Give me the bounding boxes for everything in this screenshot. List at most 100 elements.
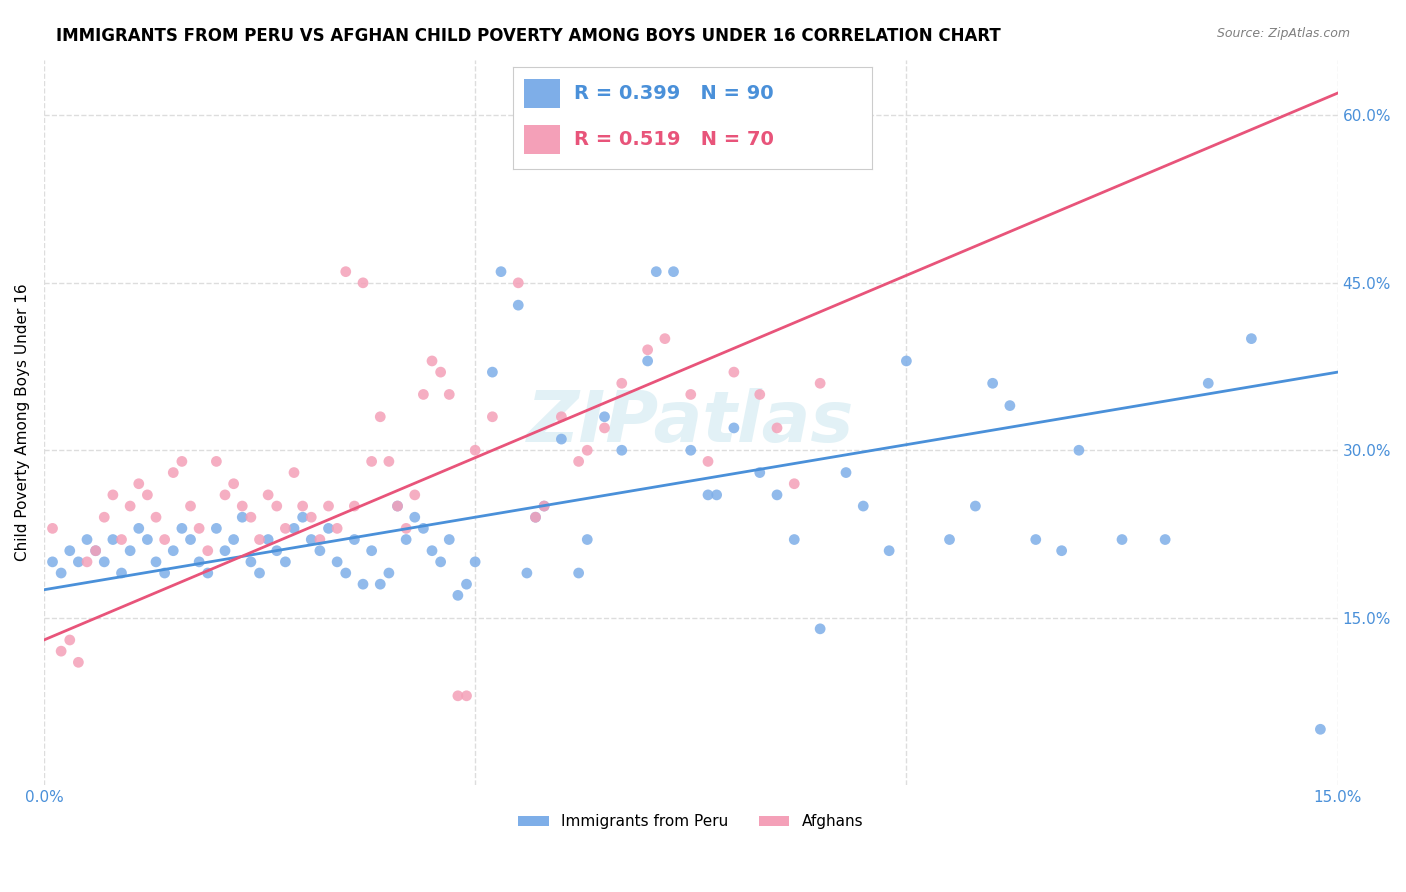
Point [153,566,176,580]
Point [439,533,461,547]
Point [447,588,470,602]
Point [404,510,426,524]
Point [180,533,202,547]
Point [516,566,538,580]
Text: Source: ZipAtlas.com: Source: ZipAtlas.com [1216,27,1350,40]
Point [568,566,591,580]
Point [679,443,702,458]
Point [550,409,572,424]
Point [84,543,107,558]
Y-axis label: Child Poverty Among Boys Under 16: Child Poverty Among Boys Under 16 [15,284,30,561]
Legend: Immigrants from Peru, Afghans: Immigrants from Peru, Afghans [512,808,869,836]
Point [679,387,702,401]
Point [533,499,555,513]
Point [188,521,211,535]
Point [335,265,357,279]
Point [464,555,486,569]
Point [835,466,858,480]
Point [352,276,374,290]
Point [697,454,720,468]
Point [420,354,443,368]
Point [93,555,115,569]
Point [110,533,132,547]
Point [456,577,478,591]
Point [128,521,150,535]
Point [49,566,72,580]
Point [412,387,434,401]
Point [170,521,193,535]
Point [120,499,142,513]
Point [76,555,98,569]
Point [59,543,82,558]
Point [128,476,150,491]
Point [706,488,728,502]
Point [1154,533,1177,547]
Point [101,488,124,502]
Point [662,265,685,279]
Point [852,499,875,513]
Point [368,409,391,424]
Point [188,555,211,569]
Point [533,499,555,513]
Point [257,533,280,547]
Point [274,555,297,569]
Point [808,622,831,636]
Point [101,533,124,547]
Point [360,543,382,558]
Point [524,510,547,524]
Point [387,499,409,513]
Point [145,555,167,569]
Point [783,533,806,547]
Point [120,543,142,558]
Point [231,499,253,513]
Point [412,521,434,535]
Point [766,421,789,435]
Point [938,533,960,547]
Point [610,376,633,391]
Point [110,566,132,580]
Point [59,632,82,647]
Point [291,510,314,524]
Point [808,376,831,391]
Point [654,332,676,346]
Point [1025,533,1047,547]
Point [508,276,530,290]
Point [1240,332,1263,346]
Point [257,488,280,502]
Point [395,521,418,535]
Text: ZIPatlas: ZIPatlas [527,388,855,457]
Text: R = 0.519   N = 70: R = 0.519 N = 70 [574,130,775,149]
Text: IMMIGRANTS FROM PERU VS AFGHAN CHILD POVERTY AMONG BOYS UNDER 16 CORRELATION CHA: IMMIGRANTS FROM PERU VS AFGHAN CHILD POV… [56,27,1001,45]
Point [76,533,98,547]
Point [429,365,451,379]
FancyBboxPatch shape [524,79,560,108]
Point [249,566,271,580]
Point [420,543,443,558]
Point [214,543,236,558]
Point [162,543,184,558]
Point [67,555,90,569]
Point [136,533,159,547]
Point [343,533,366,547]
Point [481,365,503,379]
Point [489,265,512,279]
Point [447,689,470,703]
Point [360,454,382,468]
Point [67,656,90,670]
Point [593,409,616,424]
Point [205,521,228,535]
Point [335,566,357,580]
Point [222,476,245,491]
Point [136,488,159,502]
Point [404,488,426,502]
Point [153,533,176,547]
Point [748,466,770,480]
Point [593,421,616,435]
Point [222,533,245,547]
Point [456,689,478,703]
Point [368,577,391,591]
Point [239,510,262,524]
Point [326,521,349,535]
Point [378,566,401,580]
Point [1309,723,1331,737]
